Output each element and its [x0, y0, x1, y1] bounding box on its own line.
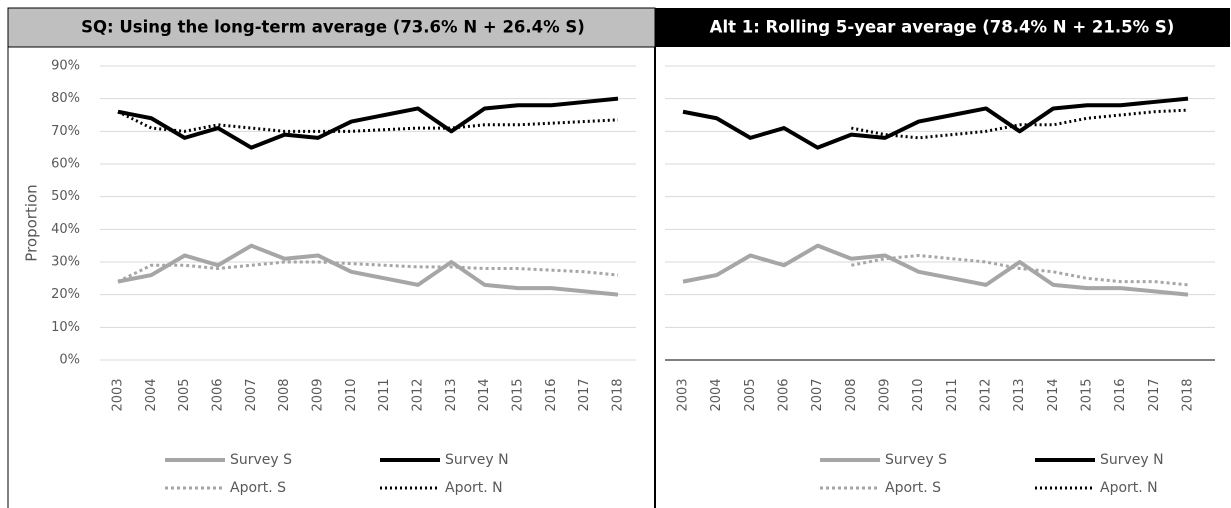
y-tick-label: 40% — [51, 222, 80, 237]
x-tick-label: 2014 — [1046, 378, 1061, 411]
y-tick-label: 60% — [51, 157, 80, 172]
legend-label: Aport. N — [1100, 480, 1158, 496]
y-tick-label: 70% — [51, 124, 80, 139]
x-tick-label: 2016 — [1113, 378, 1128, 411]
x-tick-label: 2018 — [1181, 378, 1196, 411]
y-tick-label: 10% — [51, 320, 80, 335]
x-tick-label: 2011 — [945, 378, 960, 411]
series-line — [117, 110, 619, 133]
x-tick-label: 2007 — [244, 378, 259, 411]
x-tick-label: 2015 — [511, 378, 526, 411]
series-line — [851, 108, 1189, 140]
legend-label: Survey S — [885, 452, 947, 468]
x-tick-label: 2010 — [911, 378, 926, 411]
x-tick-label: 2011 — [377, 378, 392, 411]
legend-label: Survey N — [445, 452, 509, 468]
series-line — [117, 260, 619, 283]
chart-title: Alt 1: Rolling 5-year average (78.4% N +… — [710, 18, 1175, 37]
legend-label: Aport. S — [230, 480, 286, 496]
x-tick-label: 2014 — [477, 378, 492, 411]
x-tick-label: 2015 — [1080, 378, 1095, 411]
x-tick-label: 2004 — [144, 378, 159, 411]
y-tick-label: 50% — [51, 189, 80, 204]
legend-label: Aport. N — [445, 480, 503, 496]
x-tick-label: 2016 — [544, 378, 559, 411]
x-tick-label: 2005 — [177, 378, 192, 411]
y-axis-label: Proportion — [23, 184, 41, 261]
y-tick-label: 20% — [51, 287, 80, 302]
x-tick-label: 2012 — [411, 378, 426, 411]
chart-title: SQ: Using the long-term average (73.6% N… — [81, 18, 585, 37]
series-line — [682, 96, 1189, 150]
y-tick-label: 30% — [51, 255, 80, 270]
x-tick-label: 2003 — [111, 378, 126, 411]
x-tick-label: 2008 — [277, 378, 292, 411]
x-tick-label: 2017 — [577, 378, 592, 411]
x-tick-label: 2008 — [844, 378, 859, 411]
x-tick-label: 2013 — [1012, 378, 1027, 411]
x-tick-label: 2009 — [878, 378, 893, 411]
x-tick-label: 2007 — [810, 378, 825, 411]
x-tick-label: 2012 — [979, 378, 994, 411]
x-tick-label: 2006 — [211, 378, 226, 411]
x-tick-label: 2003 — [676, 378, 691, 411]
series-line — [682, 243, 1189, 297]
x-tick-label: 2013 — [444, 378, 459, 411]
y-tick-label: 0% — [59, 353, 80, 368]
y-tick-label: 80% — [51, 91, 80, 106]
legend-label: Survey S — [230, 452, 292, 468]
y-tick-label: 90% — [51, 59, 80, 74]
legend-label: Aport. S — [885, 480, 941, 496]
legend-label: Survey N — [1100, 452, 1164, 468]
header-right — [655, 8, 1230, 47]
series-line — [851, 253, 1189, 287]
x-tick-label: 2017 — [1147, 378, 1162, 411]
x-tick-label: 2009 — [311, 378, 326, 411]
header-left — [7, 7, 656, 48]
x-tick-label: 2005 — [743, 378, 758, 411]
series-line — [117, 243, 619, 297]
series-line — [117, 96, 619, 150]
x-tick-label: 2004 — [709, 378, 724, 411]
x-tick-label: 2006 — [777, 378, 792, 411]
x-tick-label: 2010 — [344, 378, 359, 411]
x-tick-label: 2018 — [611, 378, 626, 411]
